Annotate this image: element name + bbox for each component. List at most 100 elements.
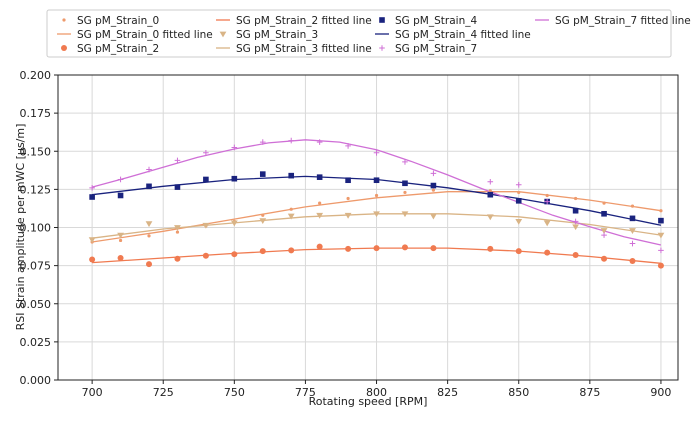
x-tick-label: 900 — [650, 386, 671, 399]
data-point — [88, 237, 96, 244]
data-point — [431, 188, 436, 192]
y-tick-label: 0.075 — [20, 260, 52, 273]
x-tick-label: 850 — [508, 386, 529, 399]
data-point — [231, 144, 238, 151]
data-point — [174, 255, 181, 262]
data-point — [572, 251, 579, 258]
data-point — [117, 192, 124, 199]
data-point — [487, 245, 494, 252]
x-tick-label: 725 — [153, 386, 174, 399]
scatter-series-3 — [89, 171, 664, 224]
data-point — [517, 190, 521, 195]
data-point — [203, 176, 209, 183]
data-point — [146, 183, 152, 190]
legend-item: SG pM_Strain_7 — [379, 43, 477, 55]
data-point — [175, 230, 180, 234]
data-point — [401, 244, 408, 251]
data-point — [345, 245, 352, 252]
data-point — [89, 185, 95, 191]
data-point — [486, 214, 494, 221]
legend-item: SG pM_Strain_2 fitted line — [216, 15, 372, 27]
scatter-series-4 — [89, 137, 664, 254]
data-point — [515, 219, 523, 225]
data-point — [657, 232, 665, 239]
data-point — [430, 213, 437, 220]
legend-marker-swatch — [219, 31, 227, 38]
data-point — [174, 225, 181, 231]
x-tick-label: 875 — [579, 386, 600, 399]
data-point — [402, 159, 408, 165]
data-point — [203, 149, 209, 156]
legend-item: SG pM_Strain_2 — [61, 43, 159, 55]
data-point — [515, 198, 522, 204]
legend-label: SG pM_Strain_0 — [77, 15, 159, 27]
legend-label: SG pM_Strain_4 fitted line — [395, 29, 531, 41]
x-tick-label: 800 — [366, 386, 387, 399]
data-point — [373, 177, 380, 184]
data-point — [202, 222, 210, 229]
data-point — [202, 252, 209, 259]
y-axis-label: RSI Strain amplitude per mWC [μs/m] — [14, 124, 27, 331]
legend-label: SG pM_Strain_4 — [395, 15, 477, 27]
data-point — [629, 228, 636, 234]
data-point — [629, 215, 636, 222]
data-point — [601, 232, 607, 238]
data-point — [231, 251, 238, 258]
fitted-line-series-9 — [91, 139, 662, 246]
legend-label: SG pM_Strain_0 fitted line — [77, 29, 213, 41]
legend-item: SG pM_Strain_0 — [62, 15, 159, 27]
y-tick-label: 0.050 — [20, 298, 52, 311]
data-point — [145, 221, 153, 228]
legend: SG pM_Strain_0 SG pM_Strain_0 fitted line… — [46, 9, 691, 58]
data-point — [657, 262, 664, 269]
data-point — [401, 211, 409, 218]
x-tick-label: 700 — [82, 386, 103, 399]
data-point — [629, 240, 636, 247]
data-point — [544, 198, 550, 205]
y-tick-label: 0.000 — [20, 374, 52, 387]
data-point — [318, 201, 322, 205]
data-point — [316, 212, 324, 219]
data-point — [488, 189, 492, 193]
data-point — [288, 247, 295, 254]
data-point — [147, 234, 151, 238]
data-point — [344, 212, 352, 219]
data-point — [117, 232, 124, 239]
legend-marker-swatch — [62, 18, 66, 22]
legend-label: SG pM_Strain_7 fitted line — [555, 15, 691, 27]
data-point — [259, 218, 267, 225]
data-point — [259, 248, 266, 255]
data-point — [117, 255, 124, 261]
y-tick-label: 0.150 — [20, 145, 52, 158]
axis-ticks: 700 725 750 775 800 825 850 875 900 0.000 0.025 0.0… — [20, 69, 672, 399]
data-point — [374, 193, 379, 198]
data-point — [572, 207, 579, 214]
data-point — [146, 261, 153, 268]
data-point — [345, 143, 351, 149]
data-point — [543, 220, 551, 227]
data-point — [231, 175, 238, 182]
data-point — [259, 171, 266, 177]
data-point — [118, 238, 123, 243]
data-point — [289, 207, 293, 211]
legend-label: SG pM_Strain_7 — [395, 43, 477, 55]
data-point — [630, 204, 635, 208]
data-point — [117, 176, 124, 183]
legend-label: SG pM_Strain_3 fitted line — [236, 43, 372, 55]
x-tick-label: 750 — [224, 386, 245, 399]
data-point — [402, 180, 408, 187]
y-tick-label: 0.100 — [20, 222, 52, 235]
data-point — [602, 201, 606, 205]
data-point — [629, 258, 636, 265]
legend-label: SG pM_Strain_2 — [77, 43, 159, 55]
data-point — [174, 184, 181, 190]
data-point — [373, 149, 380, 156]
data-point — [515, 182, 522, 188]
legend-marker-swatch — [379, 17, 385, 23]
data-markers — [88, 137, 665, 269]
data-point — [316, 174, 323, 180]
data-point — [574, 196, 578, 201]
legend-marker-swatch — [61, 45, 67, 51]
